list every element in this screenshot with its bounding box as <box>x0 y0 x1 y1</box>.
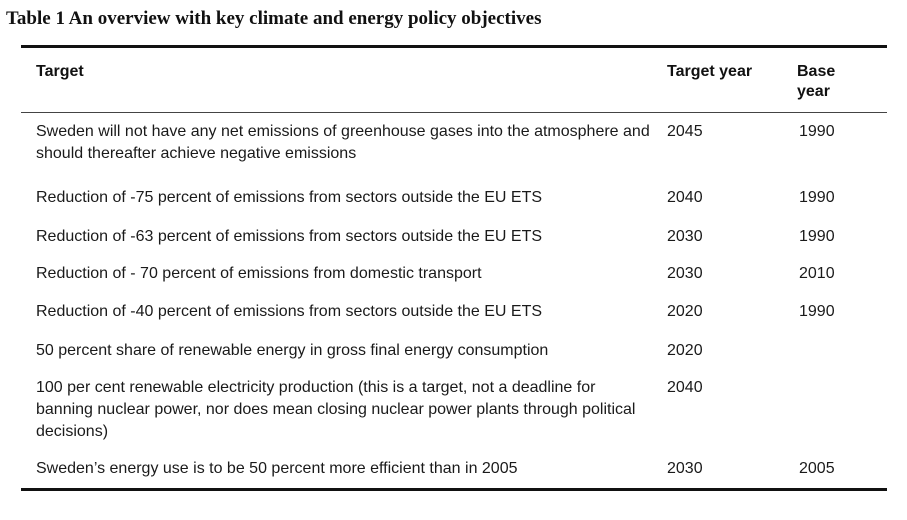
row-4-target: Reduction of - 70 percent of emissions f… <box>36 265 482 282</box>
row-3-target: Reduction of -63 percent of emissions fr… <box>36 228 543 245</box>
table-top-rule <box>21 45 887 48</box>
row-2-target-year: 2040 <box>667 189 703 206</box>
row-3-target-year: 2030 <box>667 228 703 245</box>
row-7-target-year: 2040 <box>667 379 703 396</box>
row-1-base-year: 1990 <box>799 123 835 140</box>
row-5-base-year: 1990 <box>799 303 835 320</box>
row-5-target: Reduction of -40 percent of emissions fr… <box>36 303 543 320</box>
header-divider <box>21 112 887 113</box>
row-2-base-year: 1990 <box>799 189 835 206</box>
row-3-base-year: 1990 <box>799 228 835 245</box>
row-4-base-year: 2010 <box>799 265 835 282</box>
row-6-target-year: 2020 <box>667 342 703 359</box>
row-1-target: Sweden will not have any net emissions o… <box>36 123 650 162</box>
row-4-target-year: 2030 <box>667 265 703 282</box>
table-caption: Table 1 An overview with key climate and… <box>6 8 542 29</box>
row-7-target: 100 per cent renewable electricity produ… <box>36 379 636 440</box>
column-header-target: Target <box>36 63 84 80</box>
row-1-target-year: 2045 <box>667 123 703 140</box>
row-5-target-year: 2020 <box>667 303 703 320</box>
column-header-base-year: Base year <box>797 63 836 100</box>
row-8-target: Sweden’s energy use is to be 50 percent … <box>36 460 518 477</box>
table-bottom-rule <box>21 488 887 491</box>
row-8-target-year: 2030 <box>667 460 703 477</box>
column-header-target-year: Target year <box>667 63 753 80</box>
row-8-base-year: 2005 <box>799 460 835 477</box>
row-6-target: 50 percent share of renewable energy in … <box>36 342 549 359</box>
row-2-target: Reduction of -75 percent of emissions fr… <box>36 189 543 206</box>
